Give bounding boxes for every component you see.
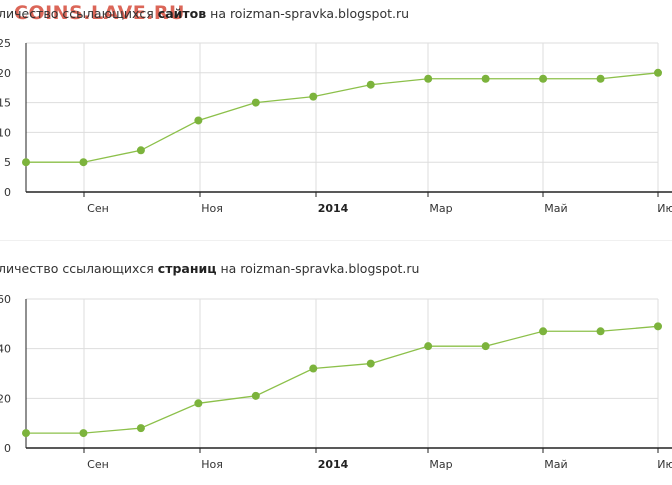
- x-tick-label: Май: [544, 202, 567, 215]
- data-point: [309, 92, 318, 101]
- x-tick-label: Ноя: [201, 458, 223, 471]
- data-point: [79, 158, 88, 167]
- x-tick-label: Ноя: [201, 202, 223, 215]
- data-point: [79, 429, 88, 438]
- y-tick-label: 15: [0, 97, 11, 110]
- data-point: [481, 74, 490, 83]
- chart-title-bold: сайтов: [157, 6, 207, 21]
- data-point: [366, 80, 375, 89]
- referring-pages-chart: 0 20 40 60 Сен Ноя 2014 Мар Май Ию: [0, 293, 672, 471]
- data-point: [251, 391, 260, 400]
- data-point: [424, 74, 433, 83]
- chart-title-suffix: на roizman-spravka.blogspot.ru: [210, 6, 410, 21]
- y-tick-label: 40: [0, 343, 11, 356]
- x-tick-label: Мар: [429, 458, 452, 471]
- data-point: [654, 68, 662, 77]
- data-point: [136, 424, 145, 433]
- y-tick-label: 0: [4, 186, 11, 199]
- data-point: [596, 74, 605, 83]
- referring-sites-chart: 0 5 10 15 20 25 Сен Ноя 2014 Мар Май Ию: [0, 37, 672, 215]
- x-tick-label: Мар: [429, 202, 452, 215]
- y-tick-label: 60: [0, 293, 11, 306]
- x-tick-label: Ию: [657, 458, 672, 471]
- x-tick-label: Сен: [87, 202, 109, 215]
- series-line: [26, 325, 659, 434]
- y-tick-label: 20: [0, 392, 11, 405]
- data-point: [424, 342, 433, 351]
- data-point: [194, 116, 203, 125]
- y-tick-label: 0: [4, 442, 11, 455]
- x-tick-label: 2014: [318, 202, 349, 215]
- x-tick-label: Ию: [657, 202, 672, 215]
- chart-title-prefix: личество ссылающихся: [0, 261, 154, 276]
- data-point: [309, 364, 318, 373]
- series-line: [26, 72, 659, 163]
- y-tick-label: 10: [0, 126, 11, 139]
- data-point: [136, 146, 145, 155]
- data-point: [366, 359, 375, 368]
- data-point: [539, 327, 548, 336]
- data-point: [596, 327, 605, 336]
- y-tick-label: 25: [0, 37, 11, 50]
- data-point: [654, 322, 662, 331]
- chart-title-pages: личество ссылающихся страниц на roizman-…: [0, 261, 419, 276]
- x-tick-label: Сен: [87, 458, 109, 471]
- chart-title-sites: личество ссылающихся сайтов на roizman-s…: [0, 6, 409, 21]
- data-point: [22, 429, 30, 438]
- chart-divider: [0, 240, 672, 241]
- data-point: [22, 158, 30, 167]
- x-tick-label: 2014: [318, 458, 349, 471]
- x-tick-label: Май: [544, 458, 567, 471]
- chart-title-bold: страниц: [157, 261, 217, 276]
- chart-title-suffix: на roizman-spravka.blogspot.ru: [220, 261, 420, 276]
- data-point: [194, 399, 203, 408]
- data-point: [251, 98, 260, 107]
- y-tick-label: 5: [4, 156, 11, 169]
- data-point: [481, 342, 490, 351]
- y-tick-label: 20: [0, 67, 11, 80]
- data-point: [539, 74, 548, 83]
- chart-title-prefix: личество ссылающихся: [0, 6, 154, 21]
